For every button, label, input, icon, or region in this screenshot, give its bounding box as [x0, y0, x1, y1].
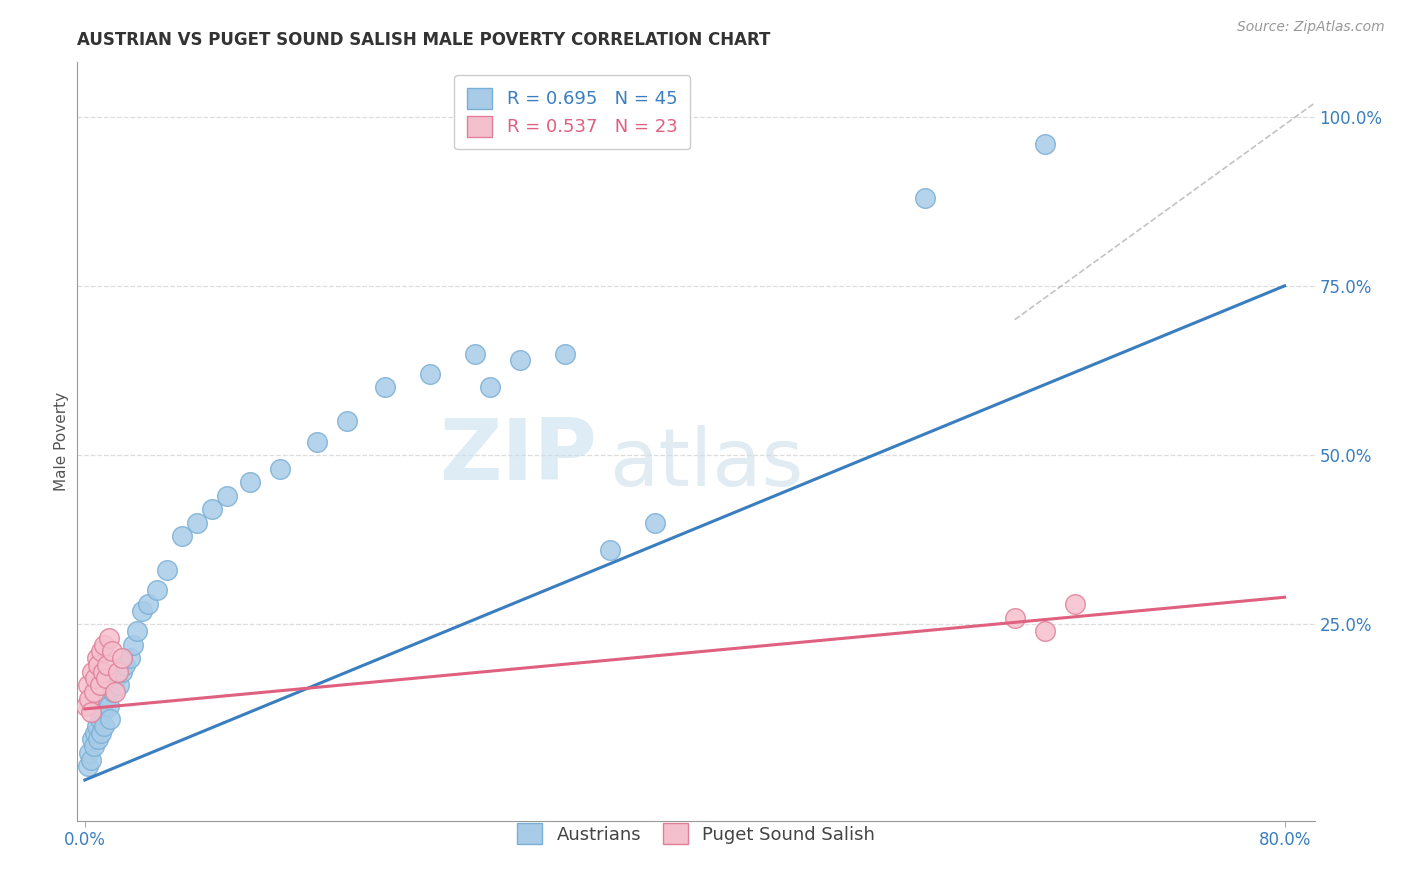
- Point: [91, 706, 114, 720]
- Point: [86, 651, 108, 665]
- Point: [107, 665, 129, 679]
- Point: [307, 434, 329, 449]
- Point: [464, 346, 486, 360]
- Point: [146, 583, 169, 598]
- Point: [97, 631, 120, 645]
- Point: [91, 665, 114, 679]
- Point: [103, 685, 125, 699]
- Point: [82, 732, 104, 747]
- Point: [136, 597, 159, 611]
- Point: [105, 672, 128, 686]
- Point: [419, 367, 441, 381]
- Point: [239, 475, 262, 490]
- Point: [87, 657, 110, 672]
- Text: Source: ZipAtlas.com: Source: ZipAtlas.com: [1237, 20, 1385, 34]
- Point: [93, 638, 115, 652]
- Point: [94, 672, 117, 686]
- Point: [269, 461, 291, 475]
- Point: [101, 644, 124, 658]
- Point: [108, 678, 131, 692]
- Point: [76, 678, 98, 692]
- Point: [127, 624, 149, 639]
- Point: [1033, 624, 1056, 639]
- Point: [1004, 610, 1026, 624]
- Point: [80, 706, 103, 720]
- Point: [76, 759, 98, 773]
- Point: [87, 732, 110, 747]
- Point: [172, 529, 194, 543]
- Y-axis label: Male Poverty: Male Poverty: [53, 392, 69, 491]
- Point: [82, 665, 104, 679]
- Point: [374, 380, 396, 394]
- Point: [98, 712, 121, 726]
- Point: [89, 678, 111, 692]
- Point: [478, 380, 501, 394]
- Point: [84, 672, 107, 686]
- Point: [86, 719, 108, 733]
- Point: [336, 414, 359, 428]
- Point: [83, 685, 105, 699]
- Point: [104, 685, 127, 699]
- Point: [201, 502, 224, 516]
- Point: [914, 191, 936, 205]
- Point: [90, 644, 112, 658]
- Point: [89, 712, 111, 726]
- Point: [118, 651, 141, 665]
- Text: AUSTRIAN VS PUGET SOUND SALISH MALE POVERTY CORRELATION CHART: AUSTRIAN VS PUGET SOUND SALISH MALE POVE…: [77, 31, 770, 49]
- Point: [186, 516, 208, 530]
- Point: [114, 657, 136, 672]
- Point: [509, 353, 531, 368]
- Point: [554, 346, 576, 360]
- Point: [111, 665, 134, 679]
- Text: ZIP: ZIP: [439, 415, 598, 499]
- Point: [644, 516, 666, 530]
- Point: [96, 691, 118, 706]
- Point: [131, 604, 153, 618]
- Point: [156, 563, 179, 577]
- Point: [97, 698, 120, 713]
- Point: [79, 746, 101, 760]
- Text: atlas: atlas: [609, 425, 804, 503]
- Point: [84, 725, 107, 739]
- Point: [121, 638, 143, 652]
- Point: [80, 753, 103, 767]
- Point: [83, 739, 105, 754]
- Point: [599, 542, 621, 557]
- Point: [1033, 136, 1056, 151]
- Legend: Austrians, Puget Sound Salish: Austrians, Puget Sound Salish: [508, 814, 884, 854]
- Point: [75, 698, 97, 713]
- Point: [96, 657, 118, 672]
- Point: [79, 691, 101, 706]
- Point: [1063, 597, 1085, 611]
- Point: [90, 725, 112, 739]
- Point: [111, 651, 134, 665]
- Point: [217, 489, 239, 503]
- Point: [93, 719, 115, 733]
